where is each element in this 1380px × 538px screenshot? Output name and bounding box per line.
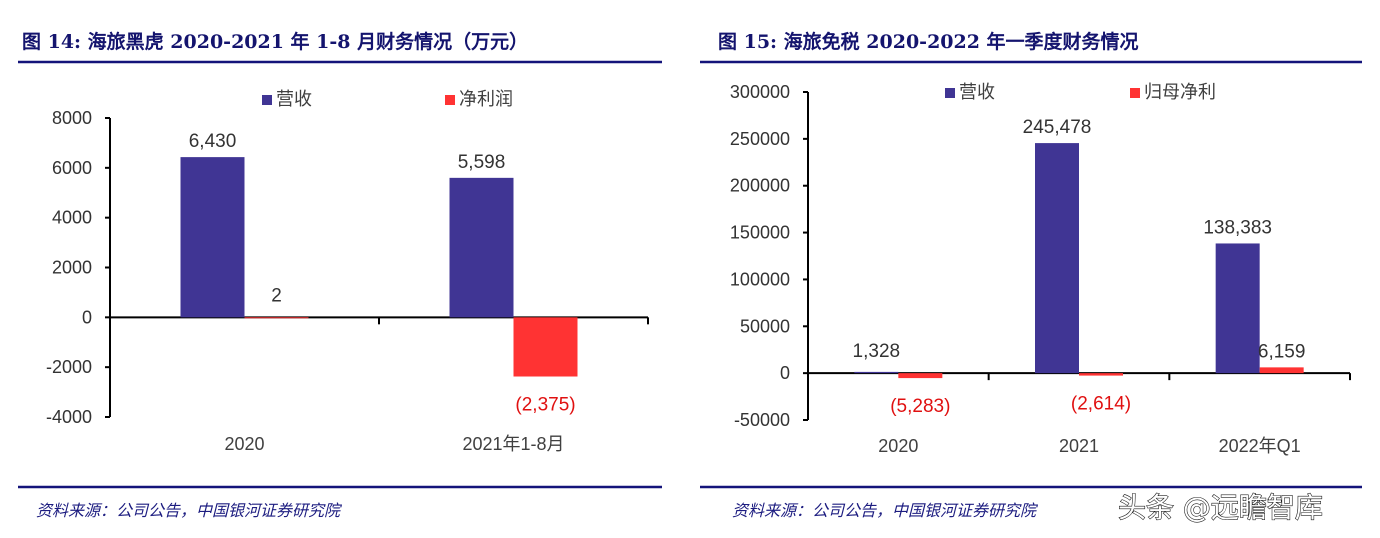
- y-tick-label: 0: [780, 363, 790, 383]
- data-label: (2,375): [515, 395, 575, 416]
- legend-label: 归母净利: [1144, 82, 1216, 102]
- category-label: 2022年Q1: [1219, 436, 1301, 456]
- category-label: 2021: [1059, 436, 1099, 456]
- y-tick-label: 2000: [52, 258, 92, 278]
- y-tick-label: 0: [82, 307, 92, 327]
- data-label: 2: [271, 285, 282, 306]
- y-tick-label: 8000: [52, 108, 92, 128]
- watermark: 头条 @远瞻智库: [1118, 491, 1323, 524]
- profit-bar: [898, 373, 943, 379]
- data-label: 6,159: [1258, 341, 1306, 362]
- y-tick-label: -50000: [734, 410, 790, 430]
- y-tick-label: 200000: [730, 176, 790, 196]
- data-label: (2,614): [1071, 394, 1131, 415]
- category-label: 2021年1-8月: [462, 434, 564, 454]
- legend-label: 营收: [276, 89, 312, 109]
- y-tick-label: -2000: [46, 357, 92, 377]
- data-label: 6,430: [189, 131, 237, 152]
- data-label: 5,598: [458, 152, 506, 173]
- legend-swatch: [1130, 88, 1140, 98]
- source-note: 资料来源：公司公告，中国银河证券研究院: [36, 501, 343, 520]
- profit-bar: [1079, 373, 1123, 376]
- data-label: 1,328: [853, 341, 901, 362]
- revenue-bar: [854, 371, 899, 374]
- y-tick-label: 6000: [52, 158, 92, 178]
- chart-title: 图 14: 海旅黑虎 2020-2021 年 1-8 月财务情况（万元）: [22, 30, 528, 53]
- y-tick-label: 300000: [730, 82, 790, 102]
- data-label: 245,478: [1023, 117, 1092, 138]
- y-tick-label: 250000: [730, 129, 790, 149]
- data-label: 138,383: [1203, 217, 1272, 238]
- category-label: 2020: [224, 434, 264, 454]
- legend-label: 营收: [959, 82, 995, 102]
- profit-bar: [513, 317, 578, 377]
- data-label: (5,283): [890, 396, 950, 417]
- revenue-bar: [180, 157, 245, 318]
- y-tick-label: 4000: [52, 208, 92, 228]
- y-tick-label: -4000: [46, 407, 92, 427]
- legend-swatch: [945, 88, 955, 98]
- source-note: 资料来源：公司公告，中国银河证券研究院: [732, 501, 1039, 520]
- category-label: 2020: [878, 436, 918, 456]
- chart-title: 图 15: 海旅免税 2020-2022 年一季度财务情况: [718, 30, 1139, 53]
- legend-label: 净利润: [459, 89, 513, 109]
- y-tick-label: 100000: [730, 269, 790, 289]
- revenue-bar: [1035, 143, 1079, 374]
- revenue-bar: [1215, 243, 1260, 374]
- profit-bar: [244, 317, 309, 319]
- revenue-bar: [449, 177, 514, 318]
- y-tick-label: 50000: [740, 316, 790, 336]
- profit-bar: [1259, 367, 1304, 374]
- legend-swatch: [262, 95, 272, 105]
- y-tick-label: 150000: [730, 223, 790, 243]
- legend-swatch: [445, 95, 455, 105]
